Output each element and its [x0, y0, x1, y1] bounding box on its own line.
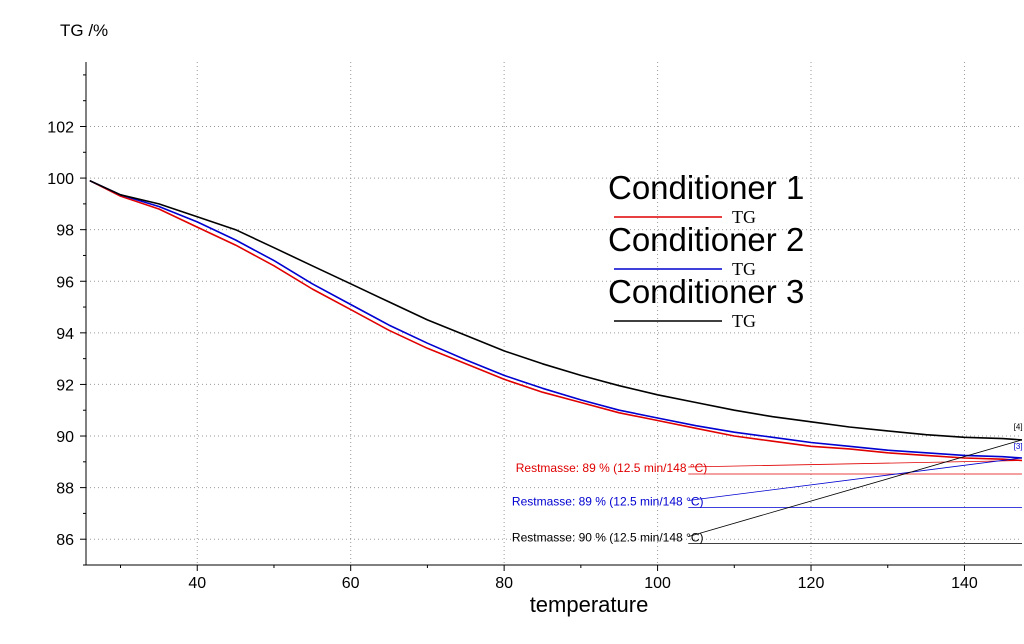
ticks: 40 60 80 100 120 140 86 88 90 92 94 96 98 100 102 [47, 74, 978, 592]
annotation-value-3: Restmasse: 90 % [512, 531, 606, 545]
x-tick-label: 80 [495, 575, 513, 592]
legend-suffix-2: TG [732, 259, 756, 279]
x-tick-label: 140 [951, 575, 978, 592]
y-tick-label: 90 [56, 429, 74, 446]
legend-name-2: Conditioner 2 [608, 221, 804, 258]
legend-name-1: Conditioner 1 [608, 169, 804, 206]
axes [85, 62, 1022, 566]
end-tag-2: [3] [1014, 442, 1023, 451]
y-tick-label: 92 [56, 377, 74, 394]
series-line-3 [89, 179, 1023, 441]
legend-name-3: Conditioner 3 [608, 273, 804, 310]
x-tick-label: 100 [644, 575, 671, 592]
annotation-label-1: Restmasse: 89 % (12.5 min/148 °C) [516, 461, 708, 475]
end-tag-1: [4] [1014, 423, 1023, 432]
annotation-value-2: Restmasse: 89 % [512, 495, 606, 509]
y-tick-label: 94 [56, 326, 74, 343]
annotation-value-1: Restmasse: 89 % [516, 461, 610, 475]
series-line-2 [89, 179, 1023, 459]
annotation-condition-2: (12.5 min/148 °C) [606, 495, 704, 509]
y-tick-label: 88 [56, 481, 74, 498]
grid [86, 62, 1022, 565]
annotation-leader-2 [688, 457, 1023, 501]
y-tick-label: 96 [56, 274, 74, 291]
x-tick-label: 60 [342, 575, 360, 592]
annotation-label-3: Restmasse: 90 % (12.5 min/148 °C) [512, 531, 704, 545]
legend-suffix-1: TG [732, 207, 756, 227]
y-tick-label: 100 [47, 171, 74, 188]
series-line-1 [89, 179, 1023, 462]
annotation-leader-1 [688, 460, 1023, 468]
x-axis-title: temperature [530, 592, 649, 617]
annotation-condition-1: (12.5 min/148 °C) [610, 461, 708, 475]
y-tick-label: 86 [56, 532, 74, 549]
annotation-leader-3 [688, 439, 1023, 538]
annotations: Restmasse: 89 % (12.5 min/148 °C)Restmas… [512, 423, 1023, 545]
legend-suffix-3: TG [732, 311, 756, 331]
annotation-label-2: Restmasse: 89 % (12.5 min/148 °C) [512, 495, 704, 509]
x-tick-label: 120 [798, 575, 825, 592]
y-tick-label: 98 [56, 223, 74, 240]
y-tick-label: 102 [47, 119, 74, 136]
series-lines [89, 179, 1023, 462]
x-tick-label: 40 [188, 575, 206, 592]
annotation-condition-3: (12.5 min/148 °C) [606, 531, 704, 545]
y-axis-title: TG /% [60, 21, 108, 40]
